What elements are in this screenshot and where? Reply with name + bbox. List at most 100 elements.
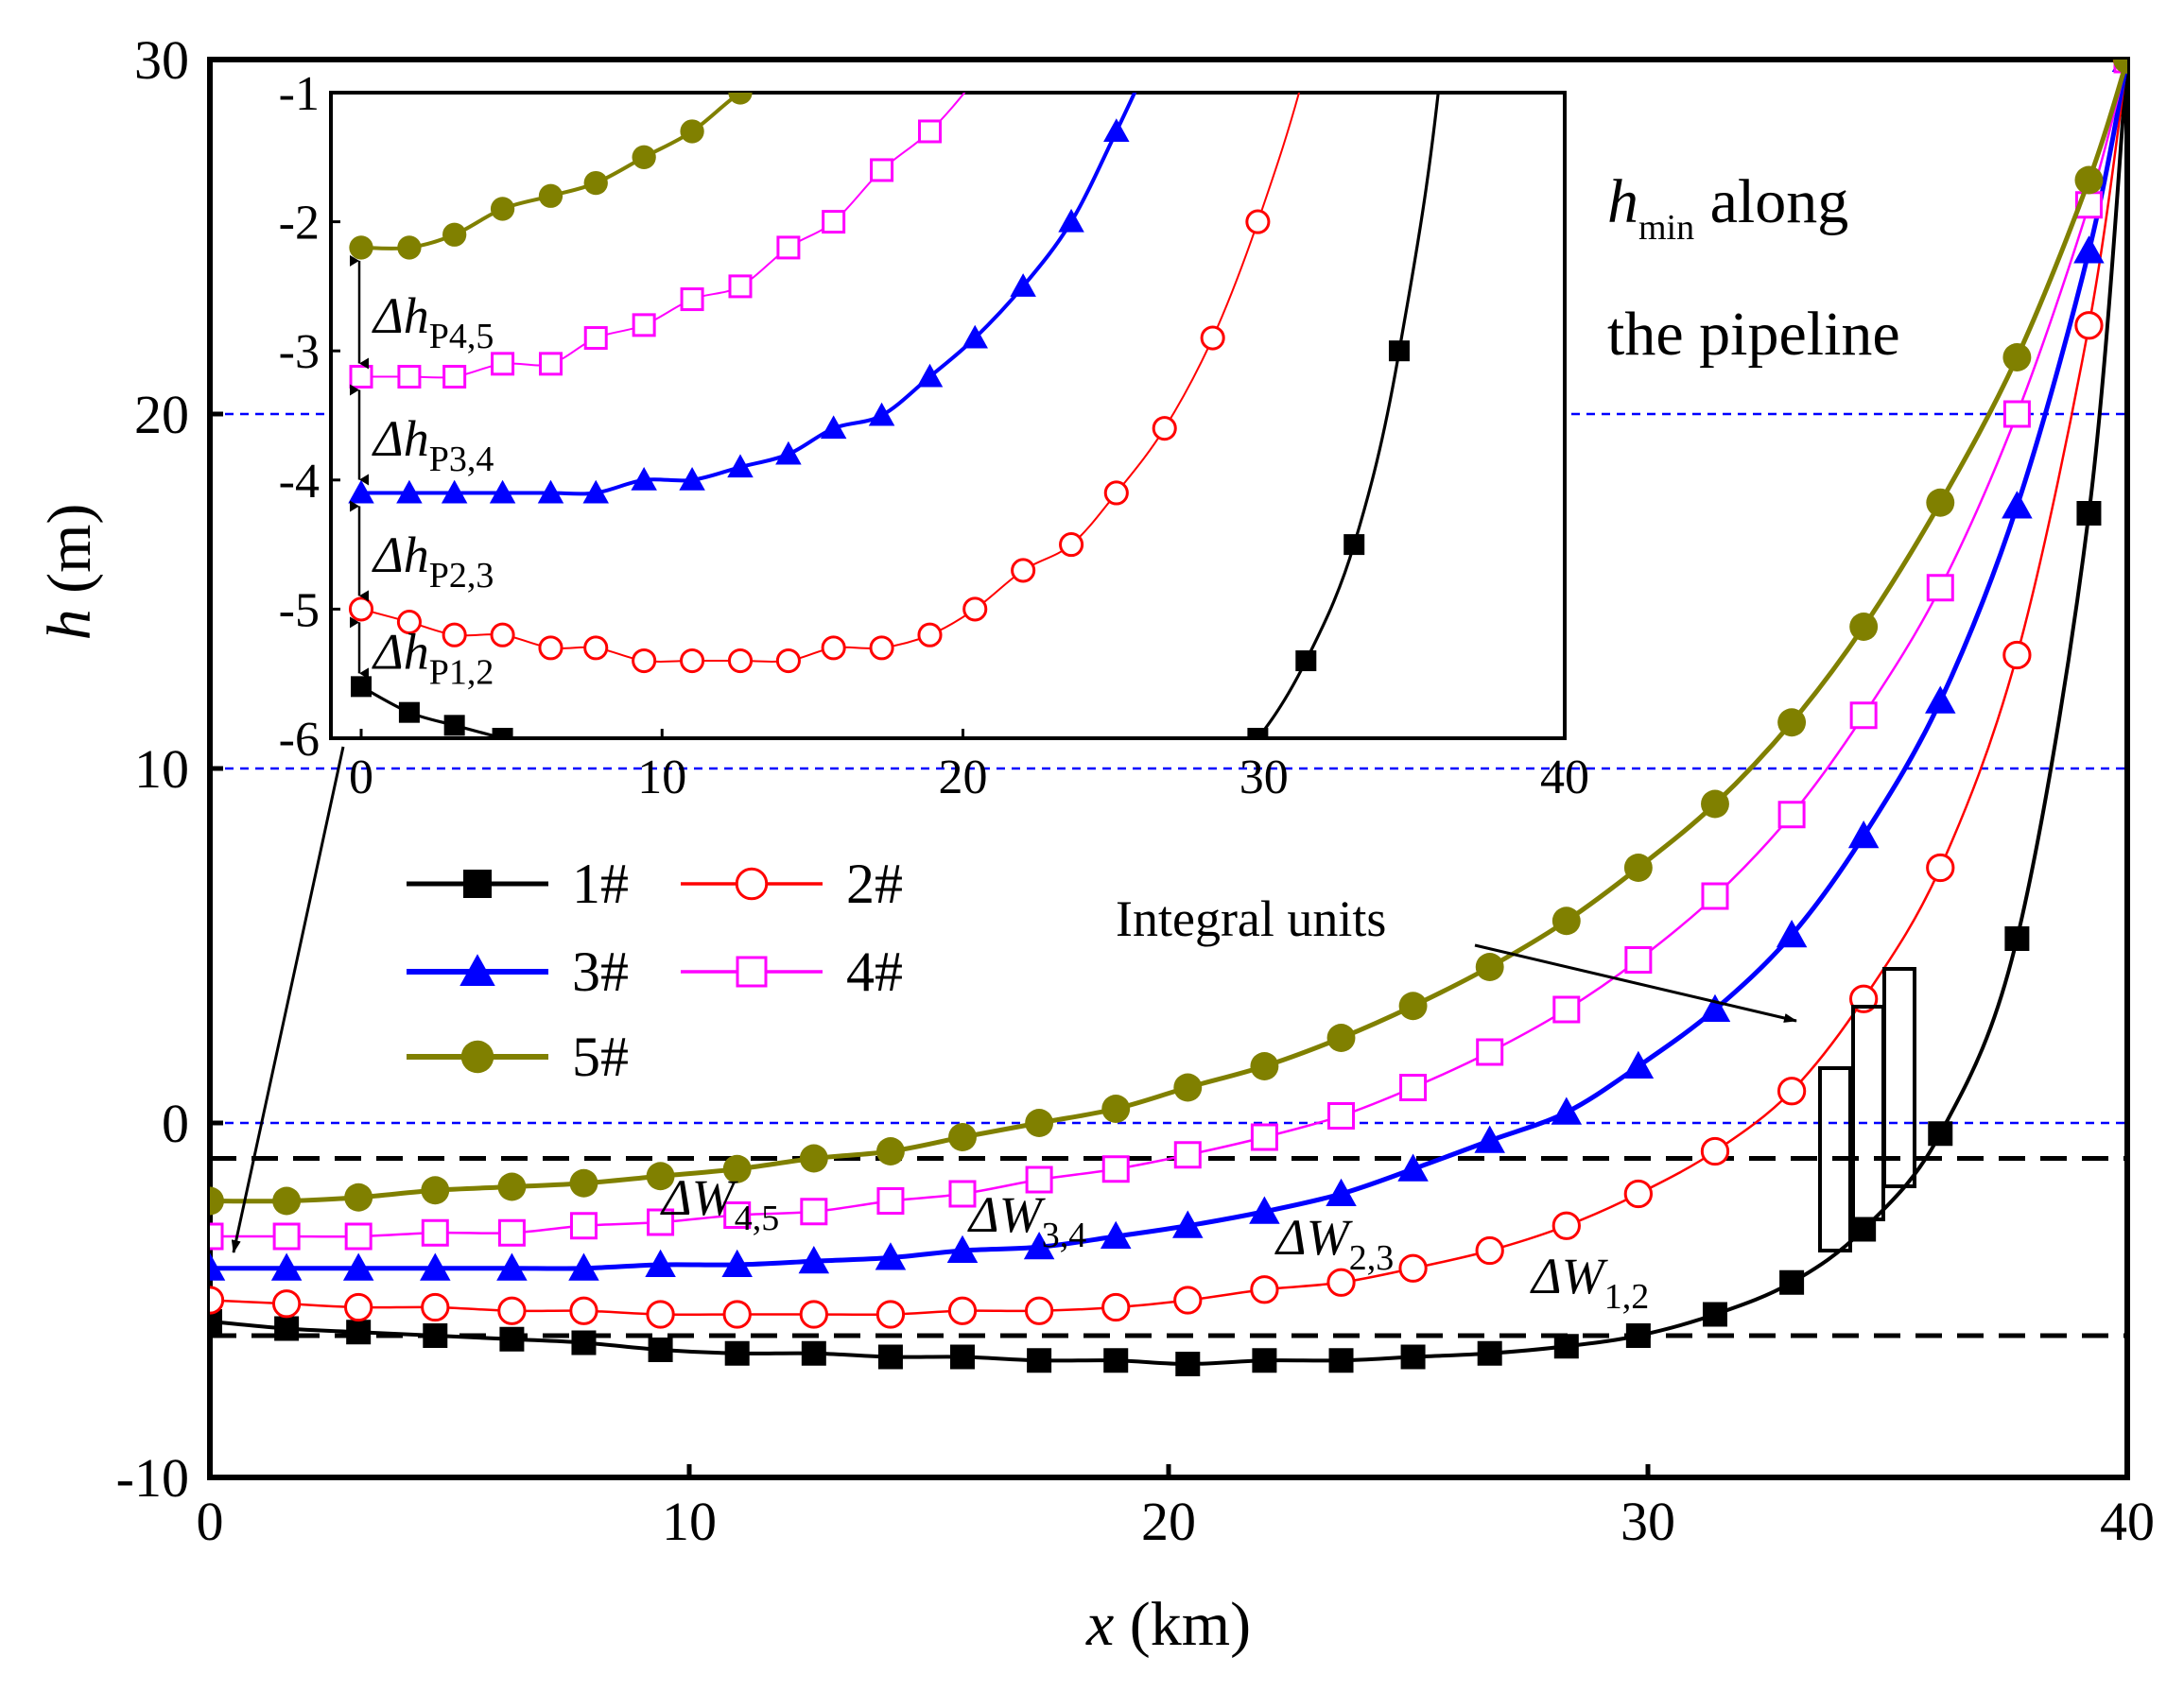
legend-label: 1#: [572, 853, 629, 915]
series-1-point: [1702, 1302, 1727, 1327]
inset-series-2-point: [1103, 480, 1129, 506]
inset-series-2-point: [869, 635, 894, 661]
legend-item-3: 3#: [407, 941, 629, 1003]
series-5-point: [1701, 789, 1729, 819]
series-2-point: [1777, 1077, 1807, 1106]
inset-delta-h-label: ΔhP1,2: [372, 623, 494, 692]
inset-series-2-point: [1200, 325, 1225, 351]
series-2-point: [875, 1300, 906, 1329]
series-5-point: [1551, 906, 1581, 936]
inset-series-5-point: [632, 145, 656, 169]
series-3-point: [1397, 1153, 1429, 1182]
integral-unit-box-3: [1882, 967, 1916, 1188]
series-2-point: [1024, 1296, 1054, 1325]
series-5-point: [1101, 1095, 1131, 1123]
legend-item-4: 4#: [681, 941, 903, 1003]
series-5-point: [1623, 854, 1653, 882]
series-5-point: [1777, 708, 1807, 737]
inset-series-5-point: [349, 235, 373, 260]
series-1-point: [274, 1316, 300, 1341]
series-5-point: [799, 1144, 828, 1173]
series-5-point: [421, 1176, 450, 1205]
y-tick-label: 0: [162, 1093, 189, 1154]
inset-series-1-point: [1247, 728, 1269, 738]
inset-series-3-point: [679, 467, 705, 491]
inset-series-1-point: [1388, 340, 1410, 362]
inset-series-2-point: [442, 622, 467, 647]
series-5-point: [1849, 613, 1879, 641]
inset-series-4-point: [822, 210, 846, 234]
inset-series-2-point: [396, 610, 422, 635]
inset-series-2-line: [360, 93, 1301, 664]
series-5-point: [2113, 60, 2127, 74]
legend-item-5: 5#: [407, 1026, 629, 1088]
legend-marker: [459, 954, 495, 986]
series-5-point: [2074, 165, 2104, 195]
inset-y-tick-label: -5: [279, 583, 320, 637]
series-2-point: [2002, 640, 2032, 670]
inset-series-2-point: [538, 635, 563, 661]
hmin-line1-rest: along: [1694, 167, 1848, 236]
series-1-point: [1928, 1121, 1953, 1147]
inset-series-4-point: [538, 352, 563, 376]
integral-units-label: Integral units: [1116, 890, 1386, 947]
series-3-point: [1847, 820, 1880, 849]
series-2-point: [947, 1296, 978, 1325]
inset-series-2-point: [583, 635, 609, 661]
series-1-point: [2076, 501, 2102, 526]
series-1-point: [1400, 1344, 1426, 1370]
delta-w23-label: ΔW2,3: [1274, 1209, 1394, 1278]
inset-y-tick-label: -1: [279, 67, 320, 121]
series-3-point: [1474, 1125, 1505, 1153]
series-3-point: [1249, 1196, 1280, 1224]
inset-series-3: [348, 93, 1137, 504]
series-2-point: [1926, 853, 1955, 883]
inset-series-5-point: [680, 119, 704, 144]
inset-series-1-point: [1343, 534, 1365, 556]
delta-w34-label: ΔW3,4: [967, 1186, 1086, 1255]
inset-series-2-point: [1059, 532, 1084, 558]
inset-series-3-point: [348, 479, 374, 504]
inset-series-2-point: [632, 647, 657, 674]
series-5-point: [875, 1137, 905, 1165]
series-4-point: [1327, 1102, 1356, 1130]
series-4-point: [1173, 1141, 1202, 1169]
x-tick-label: 10: [662, 1491, 717, 1552]
series-1-point: [877, 1344, 903, 1370]
series-5-point: [1326, 1024, 1356, 1052]
inset-y-tick-label: -4: [279, 455, 320, 509]
y-axis-label: h (m): [35, 504, 104, 641]
series-1-point: [1625, 1323, 1651, 1348]
inset-series-4-point: [870, 158, 894, 182]
series-2-point: [210, 1286, 225, 1315]
inset-series-3-point: [962, 324, 988, 349]
hmin-annotation-line2: the pipeline: [1607, 300, 1900, 369]
series-3-point: [342, 1252, 374, 1281]
inset-series-4-point: [680, 287, 704, 312]
series-1-point: [1103, 1348, 1129, 1373]
series-3-point: [1776, 920, 1808, 948]
inset-series-2-point: [962, 596, 988, 622]
series-2-point: [722, 1300, 752, 1329]
series-1-point: [499, 1326, 525, 1352]
series-3-point: [875, 1242, 907, 1270]
series-3-point: [1551, 1096, 1583, 1125]
series-1-point: [724, 1340, 750, 1366]
hmin-annotation-line1: hmin along: [1607, 167, 1848, 248]
inset-delta-h-label: ΔhP3,4: [372, 410, 494, 479]
series-4-point: [1926, 574, 1954, 602]
series-3-point: [1326, 1178, 1357, 1206]
series-4-point: [800, 1198, 828, 1226]
series-4-point: [1552, 995, 1581, 1024]
inset-x-tick-label: 40: [1540, 751, 1589, 804]
inset-x-tick-label: 0: [349, 751, 373, 804]
series-3-point: [721, 1249, 753, 1277]
inset-series-4-point: [442, 365, 467, 389]
series-3-point: [270, 1252, 303, 1281]
series-1-point: [1252, 1348, 1277, 1373]
series-4-point: [1399, 1074, 1428, 1101]
inset-series-2-point: [821, 635, 846, 661]
series-5: [210, 60, 2127, 1216]
series-4-point: [497, 1218, 526, 1247]
